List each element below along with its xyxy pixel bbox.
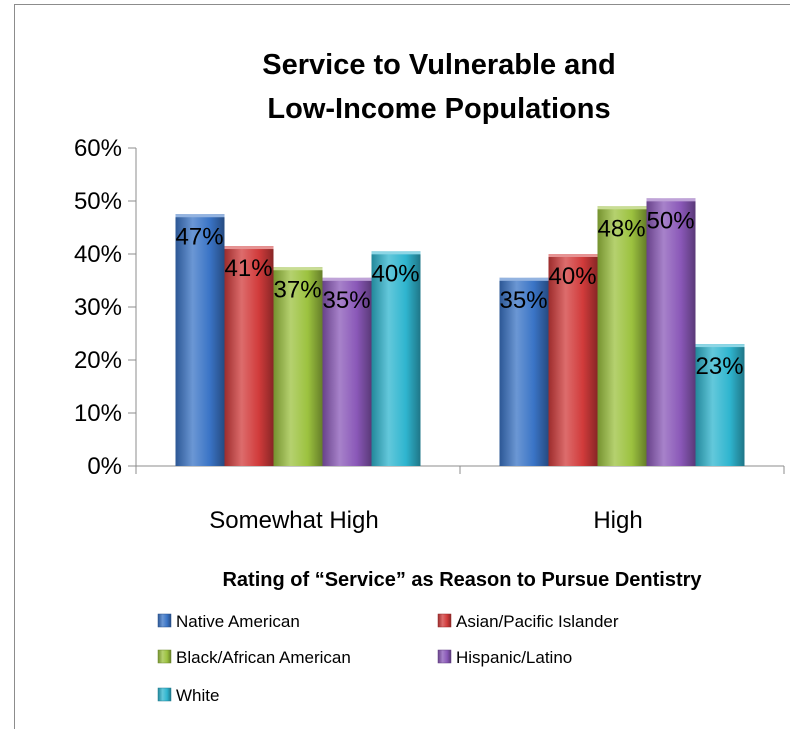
data-label: 48%	[598, 215, 646, 242]
bar-black-african-american-0	[273, 267, 323, 466]
data-label: 50%	[647, 207, 695, 234]
legend-swatch	[157, 649, 172, 664]
data-label: 23%	[696, 353, 744, 380]
legend-entry-label: Native American	[176, 612, 300, 631]
bar-top-highlight	[322, 277, 372, 281]
bar-top-highlight	[499, 277, 549, 281]
bar-top-highlight	[273, 267, 323, 271]
bar-top-highlight	[548, 254, 598, 257]
data-labels: 47%41%37% 35%40%35%40%48% 50%23%	[176, 207, 744, 380]
legend-entry-label: White	[176, 686, 219, 705]
x-axis-label: Rating of “Service” as Reason to Pursue …	[222, 569, 702, 591]
bar-black-african-american-1	[597, 206, 647, 467]
bar-white-0	[371, 251, 421, 466]
data-label: 40%	[372, 260, 420, 287]
bar-top-highlight	[371, 251, 421, 255]
y-tick-label: 0%	[87, 453, 122, 480]
bar-top-highlight	[695, 344, 745, 348]
x-tick-label: Somewhat High	[209, 507, 378, 534]
y-tick-label: 20%	[74, 347, 122, 374]
data-label: 35%	[323, 287, 371, 314]
y-tick-label: 10%	[74, 400, 122, 427]
bar-native-american-1	[499, 277, 549, 466]
y-tick-label: 60%	[74, 135, 122, 162]
bar-top-highlight	[224, 246, 274, 250]
chart-title: Service to Vulnerable and Low-Income Pop…	[262, 49, 616, 125]
x-tick-label: High	[593, 507, 642, 534]
bar-hispanic-latino-1	[646, 198, 696, 466]
chart-title-line-1: Service to Vulnerable and	[262, 49, 616, 81]
legend-swatch	[157, 687, 172, 702]
chart-frame	[14, 4, 790, 729]
legend-swatch	[437, 613, 452, 628]
bars	[175, 198, 745, 467]
data-label: 37%	[274, 276, 322, 303]
data-label: 41%	[225, 255, 273, 282]
data-label: 40%	[549, 263, 597, 290]
legend-swatch	[157, 613, 172, 628]
bar-top-highlight	[646, 198, 696, 202]
bar-top-highlight	[597, 206, 647, 210]
data-label: 35%	[500, 287, 548, 314]
y-tick-label: 30%	[74, 294, 122, 321]
bar-native-american-0	[175, 214, 225, 466]
axes: 0% 10% 20% 30% 40% 50% 60% Somewhat High High	[74, 135, 785, 534]
legend-entry-label: Hispanic/Latino	[456, 648, 572, 667]
bar-hispanic-latino-0	[322, 277, 372, 466]
legend: Native American Asian/Pacific Islander Bla…	[157, 612, 619, 705]
y-tick-label: 40%	[74, 241, 122, 268]
bar-white-1	[695, 344, 745, 466]
chart-title-line-2: Low-Income Populations	[267, 93, 610, 125]
data-label: 47%	[176, 223, 224, 250]
legend-entry-label: Black/African American	[176, 648, 351, 667]
legend-entry-label: Asian/Pacific Islander	[456, 612, 619, 631]
y-tick-label: 50%	[74, 188, 122, 215]
legend-swatch	[437, 649, 452, 664]
bar-asian-pacific-islander-1	[548, 254, 598, 466]
bar-top-highlight	[175, 214, 225, 218]
bar-asian-pacific-islander-0	[224, 246, 274, 466]
